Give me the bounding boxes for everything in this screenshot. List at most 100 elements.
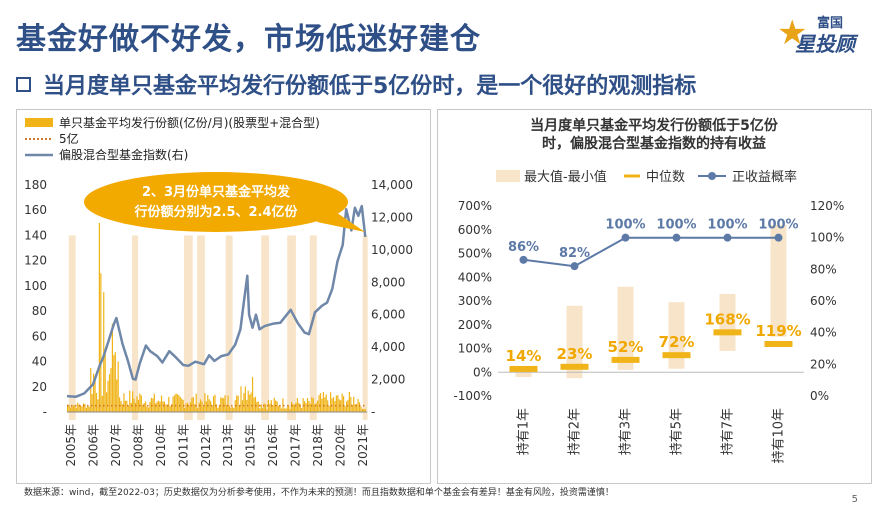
issuance-bar — [334, 401, 336, 412]
issuance-bar — [162, 401, 164, 412]
issuance-bar — [217, 407, 219, 412]
median-marker — [611, 356, 640, 363]
issuance-bar — [156, 401, 158, 412]
median-label: 168% — [704, 310, 750, 328]
issuance-bar — [134, 402, 137, 412]
issuance-bar — [332, 397, 335, 412]
issuance-bar — [117, 361, 119, 412]
issuance-bar — [75, 407, 77, 412]
issuance-bar — [317, 400, 319, 412]
issuance-bar — [280, 408, 283, 412]
issuance-bar — [80, 405, 82, 412]
left-axis-tick: 600% — [458, 223, 492, 237]
right-axis-tick: 20% — [810, 357, 837, 371]
legend-bar-label: 单只基金平均发行份额(亿份/月)(股票型+混合型) — [59, 115, 320, 130]
subtitle: 当月度单只基金平均发行份额低于5亿份时，是一个很好的观测指标 — [16, 68, 696, 100]
median-marker — [662, 352, 691, 359]
issuance-bar — [94, 377, 96, 412]
issuance-bar — [269, 403, 271, 412]
left-axis-tick: 180 — [24, 178, 47, 192]
issuance-bar — [259, 408, 261, 412]
issuance-bar — [119, 397, 121, 412]
issuance-bar — [348, 391, 350, 412]
issuance-bar — [166, 404, 168, 412]
issuance-bar — [322, 391, 324, 412]
x-axis-tick: 2018年 — [311, 424, 325, 467]
category-label: 持有1年 — [517, 408, 532, 455]
issuance-bar — [67, 405, 69, 412]
prob-line — [523, 236, 779, 268]
issuance-bar — [74, 405, 76, 412]
prob-label: 100% — [707, 218, 747, 233]
right-axis-tick: 60% — [810, 294, 837, 308]
prob-label: 86% — [508, 240, 539, 255]
issuance-bar — [130, 402, 132, 412]
legend-range-swatch — [496, 170, 520, 182]
category-label: 持有5年 — [670, 408, 685, 455]
issuance-bar — [195, 393, 197, 412]
issuance-bar — [247, 390, 249, 412]
x-axis-tick: 2016年 — [266, 424, 280, 467]
left-axis-tick: 160 — [24, 203, 47, 217]
issuance-bar — [350, 396, 352, 412]
issuance-bar — [264, 404, 267, 412]
range-bar — [719, 293, 736, 351]
issuance-bar — [345, 401, 348, 412]
left-axis-tick: 300% — [458, 294, 492, 308]
right-axis-tick: 100% — [810, 231, 844, 245]
issuance-bar — [354, 404, 356, 412]
issuance-bar — [340, 400, 342, 412]
issuance-bar — [272, 405, 274, 412]
issuance-bar — [184, 407, 186, 412]
logo-line1: 富国 — [817, 16, 844, 31]
prob-label: 82% — [559, 246, 590, 261]
category-label: 持有10年 — [772, 408, 787, 464]
median-marker — [713, 329, 742, 336]
issuance-bar — [160, 395, 163, 412]
issuance-bar — [104, 353, 106, 412]
right-axis-tick: 80% — [810, 262, 837, 276]
issuance-bar — [241, 400, 244, 412]
issuance-bar — [110, 368, 112, 412]
issuance-bar — [337, 395, 339, 412]
issuance-bar — [77, 402, 79, 412]
legend-index-label: 偏股混合型基金指数(右) — [59, 147, 188, 162]
issuance-bar — [308, 400, 310, 412]
issuance-bar — [69, 407, 72, 412]
median-label: 72% — [659, 333, 695, 351]
issuance-bar — [116, 379, 118, 412]
logo-line2: 星投顾 — [795, 32, 855, 56]
legend-prob-label: 正收益概率 — [732, 169, 797, 185]
issuance-bar — [146, 406, 148, 412]
prob-point — [519, 255, 528, 264]
issuance-bar — [360, 406, 362, 412]
issuance-bar — [101, 395, 103, 412]
left-axis-tick: 700% — [458, 199, 492, 213]
issuance-bar — [299, 404, 301, 412]
issuance-bar — [351, 404, 353, 412]
issuance-bar — [290, 401, 293, 412]
issuance-bar — [315, 403, 317, 412]
issuance-bar — [230, 407, 232, 412]
issuance-bar — [124, 400, 127, 412]
issuance-bar — [194, 404, 196, 412]
issuance-bar — [231, 406, 233, 412]
issuance-bar — [249, 394, 251, 412]
issuance-bar — [201, 401, 203, 412]
issuance-bar — [136, 396, 138, 412]
left-axis-tick: 100 — [24, 279, 47, 293]
issuance-bar — [218, 405, 220, 412]
issuance-bar — [361, 408, 363, 412]
right-chart-panel: 当月度单只基金平均发行份额低于5亿份 时，偏股混合型基金指数的持有收益 最大值-最小… — [437, 109, 872, 484]
issuance-bar — [314, 404, 316, 412]
issuance-bar — [283, 408, 285, 412]
x-axis-tick: 2010年 — [154, 424, 168, 467]
prob-point — [723, 233, 732, 242]
issuance-bar — [256, 401, 258, 412]
left-axis-tick: 200% — [458, 318, 492, 332]
issuance-bar — [198, 402, 200, 412]
issuance-bar — [344, 406, 346, 412]
issuance-bar — [211, 406, 213, 412]
issuance-bar — [227, 395, 229, 412]
